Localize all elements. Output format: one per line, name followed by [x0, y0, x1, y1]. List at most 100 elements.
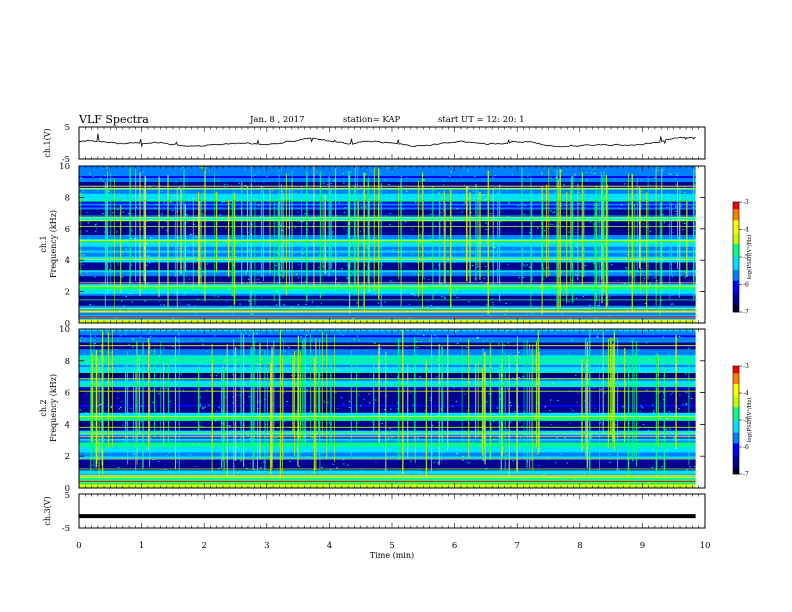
ch1-speckle	[493, 304, 495, 306]
ch1-speckle	[569, 198, 571, 199]
ch1-speckle	[80, 178, 83, 180]
ch1-freq-row	[79, 222, 696, 226]
ch1-spectrogram-heatmap	[79, 166, 697, 324]
ch1-speckle	[612, 290, 615, 292]
ch2-ytick-label: 10	[59, 325, 70, 335]
ch2-speckle	[408, 363, 410, 364]
ch2-speckle	[686, 469, 688, 471]
ch2-speckle	[164, 356, 166, 358]
ch2-speckle	[505, 432, 507, 434]
ch2-speckle	[253, 469, 255, 470]
ch2-speckle	[659, 439, 662, 441]
ch1-speckle	[490, 213, 492, 215]
ch2-speckle	[300, 336, 303, 338]
ch2-speckle	[342, 334, 345, 336]
ch1-speckle	[589, 221, 592, 223]
ch2-speckle	[553, 443, 556, 445]
ch1-speckle	[443, 180, 445, 182]
ch1-speckle	[432, 171, 435, 173]
ch1-colorbar-segment	[733, 225, 739, 228]
ch1-speckle	[413, 293, 415, 295]
ch2-speckle	[546, 384, 549, 386]
ch1-speckle	[625, 257, 627, 259]
ch1-speckle	[585, 294, 587, 296]
ch1-speckle	[232, 313, 234, 315]
ch2-speckle	[380, 475, 383, 477]
ch1-freq-row	[79, 230, 696, 234]
ch2-speckle	[283, 420, 285, 422]
ch1-speckle	[387, 249, 389, 251]
ch1-speckle	[161, 190, 164, 192]
ch1-speckle	[386, 284, 389, 286]
ch2-speckle	[268, 362, 270, 363]
ch1-freq-row	[79, 232, 696, 235]
ch1-speckle	[519, 321, 521, 323]
ch2-speckle	[398, 482, 400, 484]
ch1-speckle	[668, 173, 671, 175]
ch1-speckle	[224, 186, 226, 188]
ch1-speckle	[186, 303, 189, 305]
ch1-speckle	[399, 180, 401, 182]
ch1-speckle	[628, 321, 631, 323]
ch2-speckle	[371, 421, 373, 423]
ch2-speckle	[571, 339, 573, 341]
ch2-speckle	[391, 437, 393, 439]
ch1-speckle	[199, 166, 202, 168]
ch2-speckle	[214, 474, 217, 476]
ch1-speckle	[257, 171, 260, 173]
ch1-speckle	[404, 221, 407, 223]
ch1-speckle	[597, 208, 600, 210]
ch1-freq-row	[79, 270, 696, 273]
ch2-speckle	[340, 397, 343, 399]
ch1-speckle	[370, 170, 372, 172]
ch2-freq-row	[79, 334, 696, 338]
ch1-speckle	[674, 177, 677, 179]
ch2-freq-row	[79, 376, 696, 379]
ch1-speckle	[485, 222, 487, 224]
ch1-speckle	[302, 220, 304, 222]
ch2-speckle	[328, 422, 330, 424]
ch1-speckle	[626, 268, 628, 270]
ch1-speckle	[251, 224, 253, 226]
ch1-speckle	[462, 204, 465, 206]
ch1-speckle	[105, 167, 108, 169]
ch1-speckle	[415, 286, 418, 288]
ch1-speckle	[575, 274, 577, 276]
ch2-speckle	[132, 470, 135, 472]
ch1-speckle	[89, 172, 91, 174]
ch2-freq-row	[79, 428, 696, 431]
ch2-speckle	[455, 401, 458, 403]
ch2-speckle	[651, 404, 654, 406]
ch1-speckle	[119, 213, 121, 215]
ch2-speckle	[375, 399, 377, 401]
ch1-freq-row	[79, 169, 696, 173]
ch1-speckle	[333, 180, 335, 182]
ch2-colorbar-segment	[733, 461, 739, 464]
ch2-speckle	[117, 467, 120, 469]
ch1-speckle	[632, 283, 635, 285]
ch2-speckle	[666, 331, 669, 333]
ch1-speckle	[522, 263, 525, 265]
ch1-voltage-ylabel: ch.1(V)	[43, 128, 52, 157]
header-station: station= KAP	[343, 115, 401, 125]
ch1-speckle	[390, 251, 393, 252]
ch2-speckle	[307, 366, 309, 368]
ch1-speckle	[266, 225, 269, 227]
ch1-speckle	[298, 263, 300, 265]
ch1-freq-row	[79, 242, 696, 245]
ch1-speckle	[201, 213, 204, 215]
ch2-speckle	[567, 483, 570, 485]
ch2-freq-row	[79, 448, 696, 451]
ch1-speckle	[124, 200, 126, 202]
ch2-speckle	[359, 405, 362, 407]
ch2-speckle	[409, 483, 411, 485]
ch1-speckle	[438, 264, 440, 266]
ch2-speckle	[593, 387, 595, 389]
ch2-speckle	[376, 482, 378, 484]
ch1-speckle	[525, 271, 527, 273]
ch1-speckle	[130, 242, 133, 244]
ch1-speckle	[220, 189, 222, 191]
ch2-speckle	[665, 418, 667, 420]
ch2-speckle	[403, 451, 405, 453]
ch1-speckle	[523, 213, 526, 215]
